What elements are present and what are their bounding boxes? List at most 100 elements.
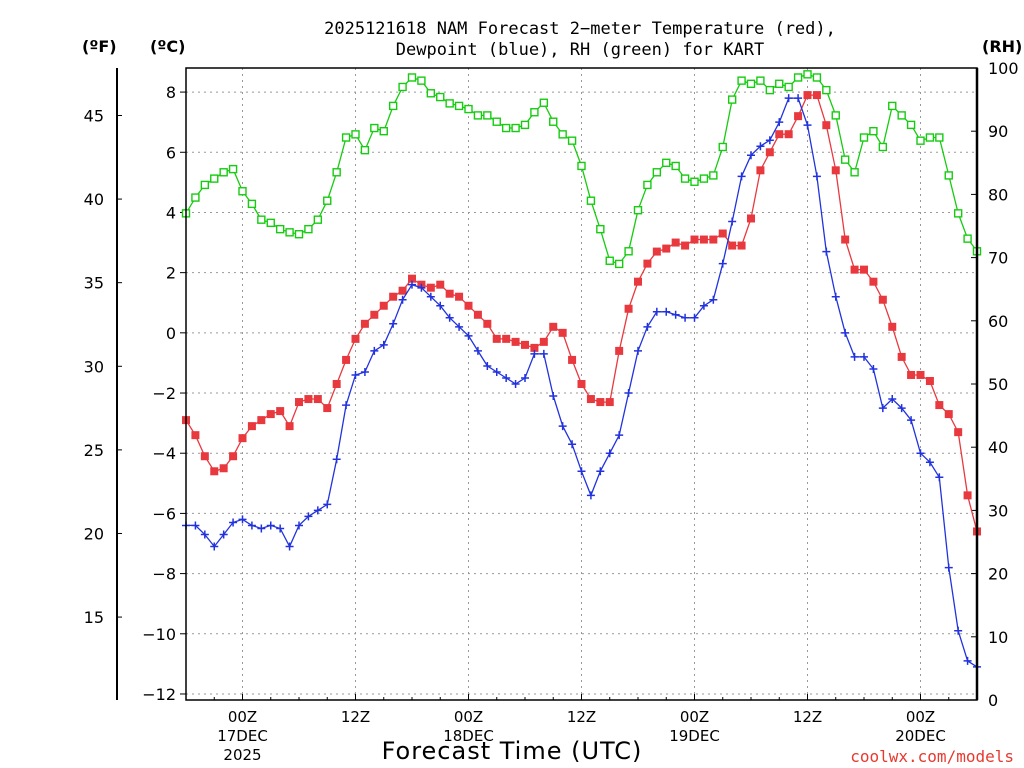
c-tick-label: 6 — [166, 143, 176, 162]
temperature-point — [426, 283, 435, 292]
dewpoint-point — [247, 521, 256, 530]
rh-tick-label: 20 — [988, 565, 1008, 584]
rh-point — [407, 73, 417, 82]
dewpoint-point — [944, 563, 953, 572]
dewpoint-point — [831, 292, 840, 301]
rh-point — [238, 187, 247, 196]
dewpoint-point — [963, 656, 972, 665]
dewpoint-point — [332, 455, 341, 464]
rh-point — [210, 174, 219, 183]
temperature-point — [276, 407, 285, 416]
rh-point — [247, 199, 257, 209]
temperature-point — [963, 491, 972, 500]
c-tick-label: 8 — [166, 83, 176, 102]
rh-point — [228, 164, 238, 174]
rh-point — [454, 101, 464, 111]
temperature-point — [342, 355, 351, 364]
temperature-point — [304, 395, 313, 404]
rh-tick-label: 70 — [988, 249, 1008, 268]
rh-point — [906, 120, 916, 130]
c-tick-label: 0 — [166, 324, 176, 343]
temperature-point — [247, 422, 256, 431]
dewpoint-point — [436, 301, 445, 310]
dewpoint-point — [257, 524, 266, 533]
dewpoint-point — [417, 283, 426, 292]
dewpoint-point — [775, 118, 784, 127]
temperature-point — [850, 265, 859, 274]
c-tick-label: −4 — [152, 444, 176, 463]
temperature-point — [775, 130, 784, 139]
temperature-point — [483, 319, 492, 328]
rh-tick-label: 60 — [988, 312, 1008, 331]
rh-point — [332, 168, 341, 177]
rh-point — [888, 101, 897, 111]
rh-point — [398, 82, 407, 92]
rh-tick-label: 30 — [988, 501, 1008, 520]
rh-point — [746, 79, 756, 89]
rh-series — [181, 70, 982, 269]
temperature-point — [897, 352, 906, 361]
dewpoint-point — [925, 458, 934, 467]
rh-point — [709, 171, 718, 180]
dewpoint-point — [191, 521, 200, 530]
temperature-point — [295, 398, 303, 407]
temperature-point — [210, 467, 219, 476]
temperature-point — [605, 398, 614, 407]
rh-point — [765, 85, 775, 95]
dewpoint-point — [360, 367, 369, 376]
rh-point — [718, 142, 727, 152]
temperature-point — [238, 434, 247, 443]
rh-point — [605, 256, 614, 265]
temperature-point — [690, 235, 699, 244]
dewpoint-point — [699, 301, 708, 310]
rh-point — [483, 111, 492, 120]
rh-point — [859, 133, 869, 142]
rh-point — [643, 180, 652, 190]
chart-title-line2: Dewpoint (blue), RH (green) for KART — [396, 40, 764, 60]
rh-tick-label: 10 — [988, 628, 1008, 647]
temperature-point — [662, 244, 671, 253]
rh-point — [831, 111, 840, 120]
x-axis-label: Forecast Time (UTC) — [382, 737, 643, 765]
dewpoint-point — [426, 292, 435, 301]
celsius-axis: 8 6 4 2 0 −2 −4 −6 −8 −10 −12 — [142, 83, 186, 704]
fahrenheit-unit-label: (ºF) — [82, 37, 117, 56]
dewpoint-point — [850, 352, 859, 361]
temperature-point — [878, 295, 887, 304]
temperature-point — [944, 410, 953, 419]
rh-point — [539, 98, 549, 107]
dewpoint-point — [219, 530, 228, 539]
celsius-unit-label: (ºC) — [150, 37, 185, 56]
x-tick-label: 00Z — [680, 708, 709, 726]
dewpoint-point — [568, 440, 577, 449]
rh-point — [671, 161, 680, 171]
temperature-point — [784, 130, 793, 139]
temperature-point — [398, 286, 407, 295]
x-tick-label: 12Z — [567, 708, 596, 726]
temperature-point — [473, 310, 482, 319]
dewpoint-point — [812, 172, 821, 181]
rh-point — [680, 174, 690, 183]
temperature-point — [436, 280, 445, 289]
rh-point — [897, 111, 906, 120]
temperature-point — [577, 380, 586, 388]
rh-point — [633, 205, 643, 215]
dewpoint-point — [690, 313, 699, 322]
rh-point — [379, 126, 388, 136]
rh-point — [916, 136, 925, 145]
temperature-point — [389, 292, 398, 301]
dewpoint-point — [408, 280, 416, 289]
rh-point — [417, 76, 426, 85]
rh-point — [803, 70, 812, 79]
rh-point — [436, 92, 445, 102]
temperature-point — [925, 376, 934, 385]
rh-point — [822, 85, 831, 95]
x-date-label: 18DEC — [443, 727, 494, 745]
rh-point — [567, 136, 577, 145]
dewpoint-point — [841, 328, 850, 337]
rh-point — [652, 168, 662, 177]
dewpoint-point — [445, 313, 454, 322]
chart-title-line1: 2025121618 NAM Forecast 2−meter Temperat… — [324, 19, 836, 39]
dewpoint-point — [266, 521, 275, 530]
